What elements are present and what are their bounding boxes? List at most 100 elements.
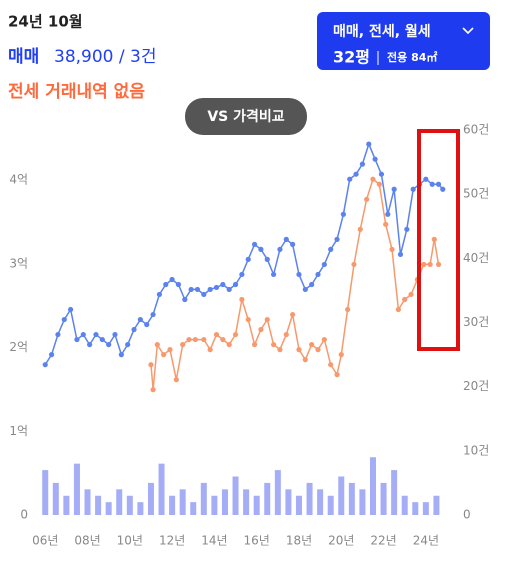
price-point (264, 316, 270, 323)
price-point (220, 281, 226, 288)
volume-bar (116, 489, 123, 515)
volume-bar (221, 489, 228, 515)
price-point (55, 331, 61, 338)
price-point (309, 341, 315, 348)
volume-bar (200, 482, 207, 515)
price-point (232, 331, 239, 338)
deal-types[interactable]: 매매, 전세, 월세 (333, 23, 431, 40)
price-point (427, 261, 433, 268)
price-point (180, 341, 186, 348)
price-point (345, 306, 351, 313)
price-point (302, 357, 308, 363)
volume-bar (158, 463, 165, 515)
volume-bar (285, 489, 292, 515)
volume-bar (295, 495, 302, 515)
price-point (271, 271, 277, 278)
price-point (315, 271, 321, 278)
price-point (334, 372, 340, 378)
price-point (351, 261, 357, 268)
price-point (271, 341, 277, 348)
price-point (251, 241, 258, 248)
y2-tick-label: 30건 (463, 315, 489, 329)
price-point (207, 286, 213, 293)
area[interactable]: 전용 84㎡ (387, 50, 437, 64)
price-point (376, 181, 382, 187)
price-point (277, 246, 283, 252)
volume-bar (73, 463, 80, 515)
y2-tick-label: 40건 (463, 251, 489, 265)
price-point (61, 316, 67, 323)
x-tick-label: 20년 (328, 534, 354, 548)
price-point (150, 387, 156, 393)
compare-label[interactable]: VS 가격비교 (207, 108, 284, 125)
volume-bar (369, 457, 376, 515)
price-point (220, 336, 226, 343)
volume-bar (243, 489, 250, 515)
price-point (156, 291, 163, 298)
price-point (93, 331, 99, 338)
price-point (131, 326, 137, 333)
volume-bar (401, 495, 408, 515)
chevron[interactable] (462, 27, 474, 35)
price-point (144, 321, 150, 328)
price-point (201, 336, 207, 343)
price-point (366, 141, 372, 147)
price-point (207, 347, 213, 353)
size[interactable]: 32평 (333, 48, 370, 67)
y-tick-label: 3억 (9, 256, 28, 270)
price-point (186, 336, 192, 343)
price-line (150, 177, 440, 390)
price-point (74, 336, 80, 343)
price-point (321, 261, 327, 268)
volume-bar (179, 489, 186, 515)
price-point (167, 347, 173, 353)
x-tick-label: 06년 (32, 534, 58, 548)
volume-bar (126, 495, 133, 515)
price-point (421, 261, 427, 268)
volume-bar (232, 476, 239, 515)
price-point (364, 196, 370, 202)
price-point (106, 341, 112, 348)
y2-tick-label: 20건 (463, 379, 489, 393)
compare-button[interactable] (185, 98, 307, 135)
price-point (194, 286, 201, 293)
price-point (188, 286, 194, 293)
price-point (410, 186, 416, 192)
y2-tick-label: 50건 (463, 187, 489, 201)
volume-bar (412, 502, 419, 515)
price-point (435, 261, 442, 268)
price-point (213, 284, 220, 291)
volume-bar (42, 470, 49, 515)
price-point (161, 352, 167, 358)
price-point (42, 362, 48, 368)
price-point (87, 341, 93, 348)
volume-bar (211, 495, 218, 515)
price-point (163, 281, 169, 288)
price-point (232, 281, 239, 288)
price-point (125, 341, 131, 348)
price-point (245, 256, 251, 262)
price-point (99, 336, 105, 343)
y2-tick-label: 10건 (463, 443, 489, 457)
price-point (389, 246, 395, 252)
volume-bar (137, 502, 144, 515)
volume-bar (147, 482, 154, 515)
price-point (251, 341, 258, 348)
price-point (370, 176, 376, 182)
price-point (435, 181, 442, 187)
x-tick-label: 12년 (159, 534, 185, 548)
price-point (296, 347, 302, 353)
price-point (226, 341, 232, 348)
x-tick-label: 24년 (413, 534, 439, 548)
volume-bar (274, 470, 281, 515)
filter-button[interactable] (317, 12, 490, 70)
x-tick-label: 08년 (74, 534, 100, 548)
price-point (431, 236, 437, 242)
price-point (296, 271, 302, 278)
volume-bar (264, 482, 271, 515)
price-point (328, 246, 334, 252)
price-point (385, 211, 391, 217)
price-point (302, 286, 308, 293)
volume-bar (359, 489, 366, 515)
